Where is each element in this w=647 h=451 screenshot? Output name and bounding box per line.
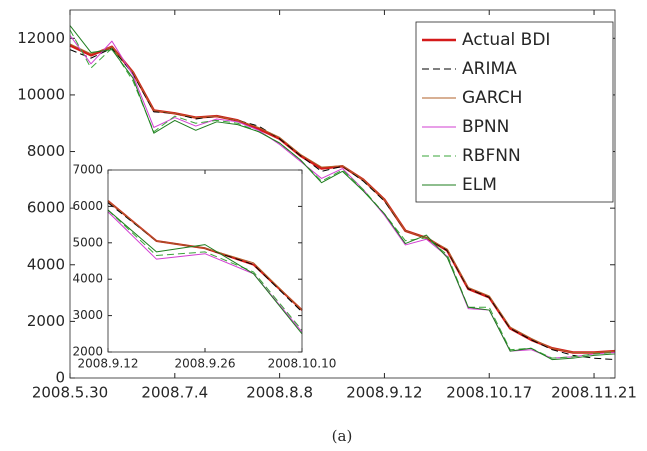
x-tick-label: 2008.9.12 [77,357,138,371]
x-tick-label: 2008.5.30 [32,384,108,402]
x-tick-label: 2008.9.26 [174,357,235,371]
legend-box [415,21,614,203]
series-line [69,35,616,359]
plot-area [108,170,302,352]
series-line [69,43,616,354]
y-tick-label: 2000 [72,345,103,359]
series-line [107,209,303,331]
y-tick-label: 4000 [72,272,103,286]
axes-frame [69,9,616,379]
legend-label: BPNN [462,117,509,137]
x-tick-label: 2008.10.10 [268,357,337,371]
y-tick-label: 10000 [17,85,65,103]
x-tick-label: 2008.9.12 [346,384,422,402]
x-tick-label: 2008.11.21 [551,384,637,402]
y-tick-label: 7000 [72,163,103,177]
series-line [107,200,303,311]
series-line [69,47,616,361]
legend-label: RBFNN [462,146,521,166]
y-tick-label: 0 [55,369,65,387]
series-line [69,25,616,361]
legend-label: ARIMA [462,59,517,79]
y-tick-label: 6000 [27,199,65,217]
y-tick-label: 4000 [27,255,65,273]
caption: (a) [332,427,353,445]
legend-label: Actual BDI [462,30,550,50]
x-tick-label: 2008.7.4 [141,384,208,402]
series-line [107,209,303,335]
legend-label: ELM [462,175,497,195]
axes-frame [107,169,303,353]
legend-label: GARCH [462,88,522,108]
y-tick-label: 2000 [27,312,65,330]
y-tick-label: 12000 [17,29,65,47]
y-tick-label: 8000 [27,142,65,160]
x-tick-label: 2008.8.8 [246,384,313,402]
y-tick-label: 6000 [72,199,103,213]
x-tick-label: 2008.10.17 [446,384,532,402]
y-tick-label: 5000 [72,235,103,249]
y-tick-label: 3000 [72,308,103,322]
